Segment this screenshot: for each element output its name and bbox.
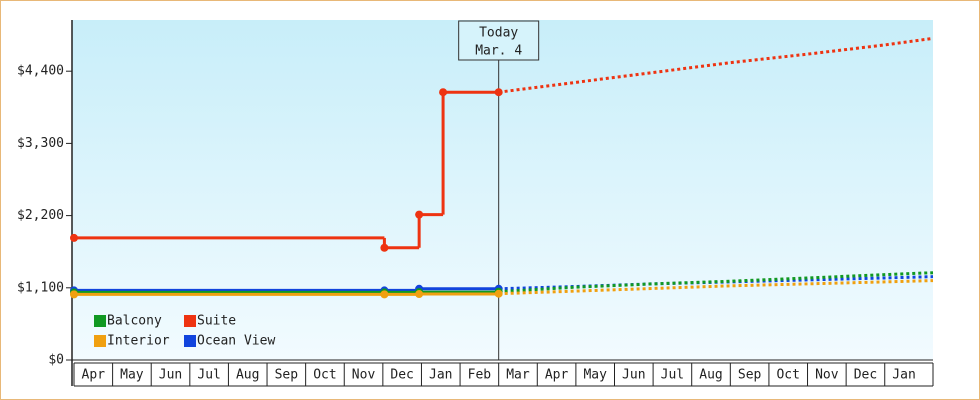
legend-swatch [184, 335, 196, 347]
price-point [415, 290, 424, 299]
x-tick-label: Aug [699, 368, 722, 383]
series [70, 36, 934, 252]
price-point [439, 88, 448, 97]
x-tick-label: May [583, 368, 607, 383]
x-tick-label: Jul [197, 368, 220, 383]
x-tick-label: Jun [159, 368, 182, 383]
x-tick-label: Apr [545, 368, 569, 383]
plot-area [72, 20, 933, 360]
x-tick-label: Nov [352, 368, 376, 383]
legend-swatch [184, 315, 196, 327]
price-point [380, 243, 389, 252]
x-tick-label: Oct [313, 368, 336, 383]
x-tick-label: Dec [390, 368, 413, 383]
x-tick-label: Aug [236, 368, 259, 383]
legend-swatch [94, 315, 106, 327]
x-tick-label: Jun [622, 368, 645, 383]
today-box [458, 20, 540, 61]
x-tick-label: Sep [738, 368, 762, 383]
legend-label: Ocean View [197, 334, 275, 349]
legend-label: Interior [107, 334, 170, 349]
x-tick-label: Apr [82, 368, 106, 383]
x-tick-label: Jan [429, 368, 452, 383]
x-tick-label: Mar [506, 368, 530, 383]
y-tick-label: $2,200 [17, 208, 64, 223]
forecast-line [498, 275, 934, 291]
price-point [380, 290, 389, 299]
price-point [70, 290, 78, 299]
legend-label: Suite [197, 314, 236, 329]
price-point [415, 210, 424, 219]
price-point [70, 233, 78, 242]
price-point [494, 88, 503, 97]
y-tick-label: $0 [48, 353, 64, 368]
legend-label: Balcony [107, 314, 162, 329]
x-tick-label: May [120, 368, 144, 383]
x-tick-label: Jul [661, 368, 684, 383]
forecast-line [498, 271, 934, 294]
x-tick-label: Jan [892, 368, 915, 383]
x-tick-label: Feb [468, 368, 492, 383]
today-label: Mar. 4 [475, 44, 522, 59]
legend-swatch [94, 335, 106, 347]
forecast-line [498, 279, 934, 296]
y-tick-label: $1,100 [17, 280, 64, 295]
x-tick-label: Dec [854, 368, 877, 383]
price-point [494, 289, 503, 298]
x-tick-label: Oct [776, 368, 799, 383]
x-tick-label: Nov [815, 368, 839, 383]
y-tick-label: $4,400 [17, 64, 64, 79]
x-tick-label: Sep [275, 368, 299, 383]
series [70, 279, 934, 299]
today-label: Today [479, 26, 518, 41]
y-tick-label: $3,300 [17, 136, 64, 151]
